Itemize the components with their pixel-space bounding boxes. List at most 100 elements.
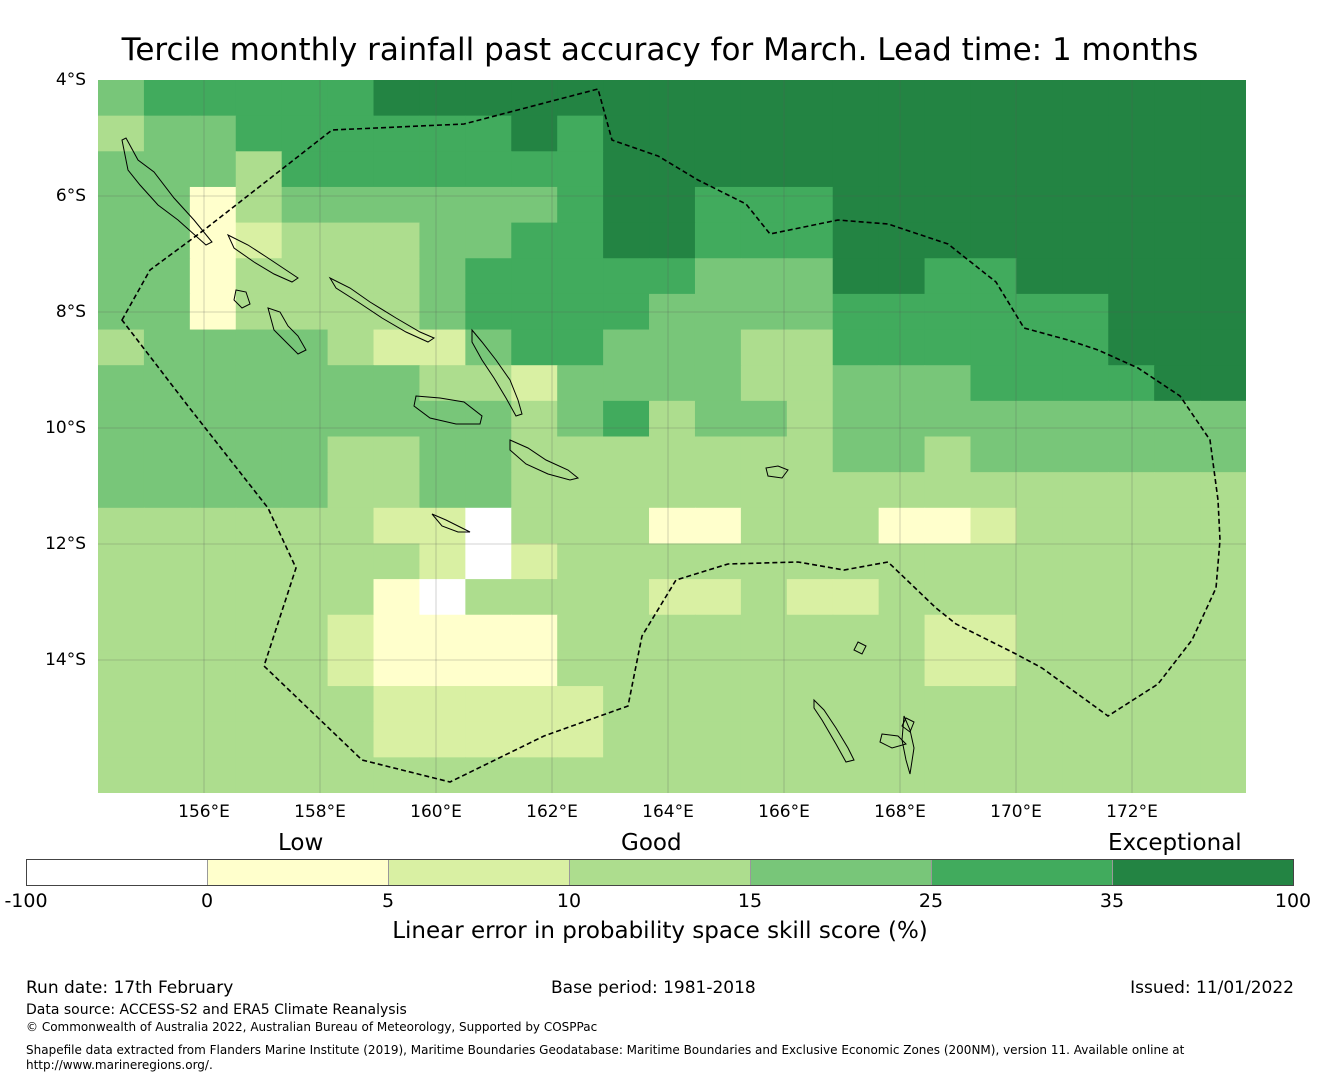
grid-cell [419,293,466,331]
grid-cell [832,151,880,188]
grid-cell [832,329,880,366]
grid-cell [98,579,145,616]
grid-cell [694,115,742,152]
coastlines [121,137,915,775]
grid-cell [649,400,696,438]
grid-cell [649,115,696,152]
grid-cell [557,293,604,331]
colorbar-tick-6: 35 [1099,890,1125,912]
grid-cell [1200,757,1246,793]
grid-cell [832,650,880,687]
grid-cell [649,365,696,402]
grid-cell [786,579,834,616]
grid-cell [1062,614,1109,651]
grid-cell [924,80,972,117]
grid-cell [603,757,650,793]
grid-cell [832,400,880,438]
grid-cell [832,721,880,758]
grid-cell [281,400,329,438]
grid-cell [1200,80,1246,117]
shapefile-credit: Shapefile data extracted from Flanders M… [26,1043,1185,1057]
grid-cell [419,115,466,152]
grid-cell [1200,579,1246,616]
grid-cell [511,686,558,723]
lon-label-168e: 168°E [874,802,926,822]
grid-cell [924,365,972,402]
grid-cell [786,115,834,152]
marineregions-link[interactable]: http://www.marineregions.org/. [26,1058,213,1072]
grid-cell [557,436,604,473]
grid-cell [373,258,421,295]
grid-cell [603,721,650,758]
santa-cruz-coast [765,465,789,479]
grid-cell [970,293,1017,331]
guadalcanal-coast [413,395,483,425]
grid-cell [189,293,237,331]
run-date: Run date: 17th February [26,978,234,998]
grid-cell [649,80,696,117]
grid-cell [189,472,237,509]
grid-cell [327,365,375,402]
grid-cell [924,650,972,687]
grid-cell [740,80,788,117]
grid-cell [465,686,512,723]
grid-cell [419,650,466,687]
grid-cell [924,329,972,366]
grid-cell [1016,721,1063,758]
grid-cell [98,614,145,651]
grid-cell [970,400,1017,438]
grid-cell [511,650,558,687]
grid-cell [465,151,512,188]
grid-cell [878,151,926,188]
rainfall-skill-map [98,80,1246,793]
grid-cell [970,258,1017,295]
grid-cell [1108,579,1155,616]
grid-cell [1062,400,1109,438]
category-exceptional-label: Exceptional [1108,830,1242,856]
grid-cell [235,686,283,723]
grid-cell [1154,258,1201,295]
grid-cell [740,115,788,152]
lon-label-170e: 170°E [990,802,1042,822]
grid-cell [1154,507,1201,545]
grid-cell [970,579,1017,616]
grid-cell [832,507,880,545]
grid-cell [878,365,926,402]
grid-cell [235,222,283,259]
grid-cell [189,329,237,366]
grid-cell [1108,222,1155,259]
grid-cell [970,721,1017,758]
grid-cell [327,614,375,651]
lon-label-158e: 158°E [294,802,346,822]
grid-cell [878,650,926,687]
grid-cell [832,472,880,509]
grid-cell [189,80,237,117]
grid-cell [327,721,375,758]
grid-cell [694,543,742,580]
grid-cell [924,222,972,259]
lon-label-166e: 166°E [758,802,810,822]
grid-cell [1200,507,1246,545]
grid-cell [511,222,558,259]
grid-cell [1154,757,1201,793]
grid-cell [970,614,1017,651]
grid-cell [832,222,880,259]
grid-cell [649,507,696,545]
grid-cell [603,80,650,117]
lon-label-160e: 160°E [410,802,462,822]
makira-coast [509,439,580,481]
lon-label-162e: 162°E [526,802,578,822]
grid-cell [143,80,191,117]
grid-cell [465,757,512,793]
grid-cell [557,151,604,188]
grid-cell [511,614,558,651]
grid-cell [281,543,329,580]
grid-cell [970,472,1017,509]
grid-cell [235,186,283,224]
grid-cell [970,757,1017,793]
grid-cell [1154,365,1201,402]
grid-cell [557,186,604,224]
grid-cell [327,80,375,117]
grid-cell [649,543,696,580]
grid-cell [603,186,650,224]
